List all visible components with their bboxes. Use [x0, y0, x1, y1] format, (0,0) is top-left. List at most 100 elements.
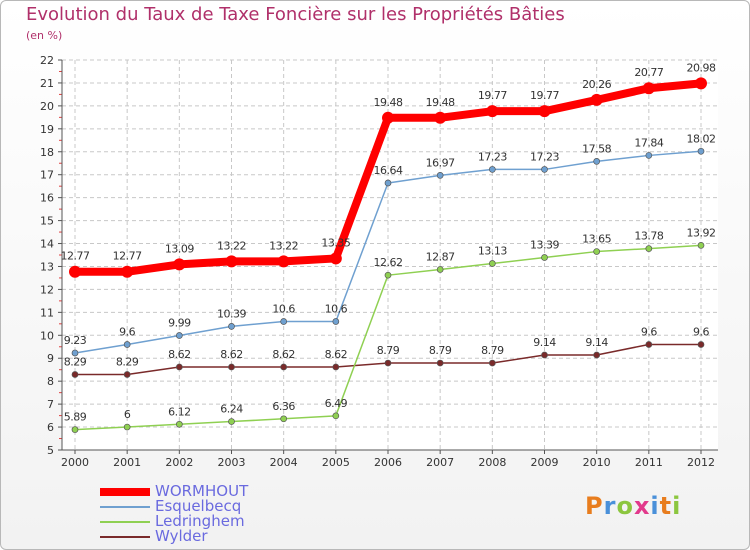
- data-point: [175, 332, 183, 339]
- data-label: 13.39: [530, 239, 559, 252]
- data-label: 5.89: [64, 411, 87, 424]
- y-tick-label: 17: [40, 169, 54, 182]
- data-label: 19.48: [374, 96, 403, 109]
- legend-label: WORMHOUT: [155, 482, 249, 500]
- data-point: [593, 351, 601, 359]
- data-point: [71, 371, 79, 378]
- data-label: 13.78: [634, 230, 663, 243]
- y-tick-label: 11: [40, 306, 54, 319]
- legend-label: Esquelbecq: [155, 497, 242, 515]
- data-label: 17.58: [582, 142, 611, 155]
- data-point: [593, 248, 601, 255]
- data-label: 13.65: [582, 233, 611, 246]
- data-point: [123, 371, 131, 378]
- data-point: [175, 420, 183, 428]
- y-tick-label: 18: [40, 146, 54, 159]
- data-label: 13.92: [687, 226, 716, 239]
- data-label: 12.62: [374, 256, 403, 269]
- data-point: [280, 415, 288, 423]
- y-tick-label: 16: [40, 192, 54, 205]
- data-point: [121, 265, 134, 278]
- y-tick-label: 10: [40, 329, 54, 342]
- data-label: 12.77: [113, 250, 142, 263]
- data-point: [228, 363, 235, 371]
- y-tick-label: 20: [40, 100, 54, 113]
- data-point: [71, 426, 79, 433]
- data-label: 10.6: [272, 303, 295, 316]
- legend-label: Ledringhem: [155, 512, 245, 530]
- data-label: 16.97: [426, 156, 455, 169]
- data-label: 20.98: [687, 61, 716, 74]
- y-tick-label: 19: [40, 123, 54, 136]
- data-label: 8.79: [481, 344, 504, 357]
- proxiti-logo: Proxiti: [585, 492, 682, 520]
- data-point: [382, 111, 394, 124]
- data-label: 9.6: [119, 325, 135, 338]
- data-label: 9.23: [64, 334, 87, 347]
- data-label: 8.79: [377, 344, 400, 357]
- data-point: [434, 111, 447, 124]
- data-label: 19.77: [478, 89, 507, 102]
- data-point: [645, 341, 653, 348]
- data-point: [488, 260, 496, 267]
- legend-label: Wylder: [155, 527, 208, 545]
- data-label: 9.14: [585, 336, 608, 349]
- data-point: [590, 93, 603, 106]
- data-label: 13.35: [321, 236, 350, 249]
- data-point: [123, 341, 131, 348]
- data-label: 13.09: [165, 242, 194, 255]
- data-point: [645, 152, 653, 159]
- y-tick-label: 15: [40, 215, 54, 228]
- x-tick-label: 2009: [531, 456, 559, 469]
- data-label: 8.29: [116, 356, 139, 369]
- x-tick-label: 2000: [61, 456, 89, 469]
- data-point: [228, 418, 235, 425]
- chart-unit-label: (en %): [26, 29, 63, 42]
- data-label: 13.22: [217, 239, 246, 252]
- data-label: 13.22: [269, 239, 298, 252]
- data-label: 8.79: [429, 344, 452, 357]
- data-point: [541, 254, 548, 261]
- x-tick-label: 2011: [635, 456, 663, 469]
- x-tick-label: 2002: [165, 456, 193, 469]
- data-label: 10.39: [217, 307, 246, 320]
- x-tick-label: 2003: [218, 456, 246, 469]
- y-tick-label: 22: [40, 54, 54, 67]
- data-point: [541, 166, 548, 173]
- data-point: [332, 412, 340, 420]
- data-point: [384, 179, 392, 187]
- data-label: 8.62: [272, 348, 295, 361]
- x-tick-label: 2012: [687, 456, 715, 469]
- data-label: 6.24: [220, 403, 243, 416]
- data-point: [280, 318, 288, 325]
- data-label: 6.36: [272, 400, 295, 413]
- data-label: 6.49: [325, 397, 348, 410]
- data-point: [436, 172, 444, 179]
- data-label: 9.6: [641, 325, 657, 338]
- x-tick-label: 2004: [270, 456, 298, 469]
- data-point: [436, 266, 444, 273]
- data-label: 19.77: [530, 89, 559, 102]
- data-point: [69, 265, 81, 278]
- data-point: [280, 363, 288, 371]
- data-label: 8.62: [220, 348, 243, 361]
- data-point: [697, 147, 705, 155]
- x-tick-label: 2001: [113, 456, 141, 469]
- data-label: 6: [124, 408, 131, 421]
- y-tick-label: 14: [40, 238, 54, 251]
- y-tick-label: 21: [40, 77, 54, 90]
- data-point: [488, 359, 496, 367]
- data-point: [488, 166, 496, 173]
- data-label: 16.64: [374, 164, 403, 177]
- data-point: [123, 423, 131, 431]
- y-tick-label: 12: [40, 283, 54, 296]
- data-point: [645, 245, 653, 252]
- data-label: 9.99: [168, 317, 191, 330]
- y-tick-label: 13: [40, 260, 54, 273]
- y-tick-label: 7: [47, 398, 54, 411]
- x-tick-label: 2010: [583, 456, 611, 469]
- data-point: [642, 82, 655, 95]
- data-label: 13.13: [478, 244, 507, 257]
- x-tick-label: 2005: [322, 456, 350, 469]
